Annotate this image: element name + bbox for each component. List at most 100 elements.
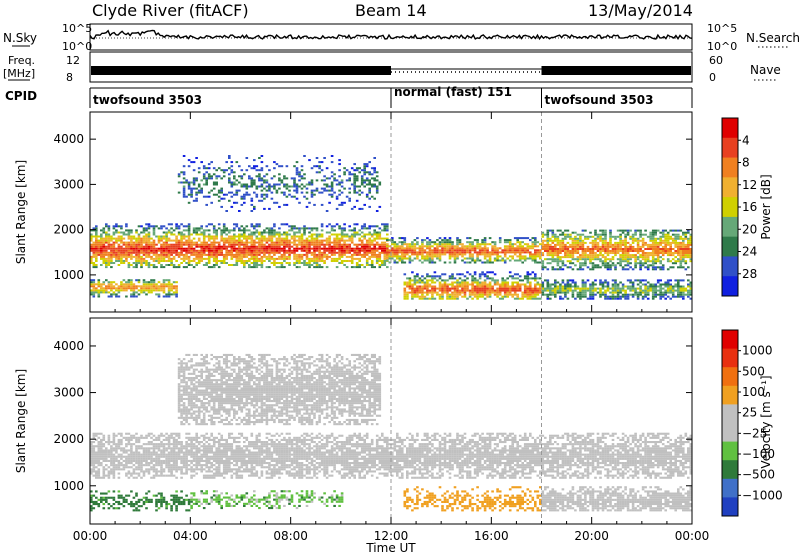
heatmap-cell (97, 239, 101, 242)
heatmap-cell (431, 289, 434, 292)
heatmap-cell (541, 287, 545, 290)
heatmap-cell (416, 279, 419, 282)
heatmap-cell (654, 293, 657, 296)
heatmap-cell (456, 243, 459, 246)
heatmap-cell (601, 260, 605, 263)
heatmap-cell (513, 277, 517, 280)
heatmap-cell (546, 248, 550, 250)
heatmap-cell (318, 239, 321, 242)
heatmap-cell (92, 432, 96, 435)
heatmap-cell (210, 177, 213, 180)
heatmap-cell (340, 251, 344, 254)
heatmap-cell (255, 237, 259, 240)
heatmap-cell (197, 257, 201, 260)
heatmap-cell (659, 295, 662, 298)
heatmap-cell (381, 264, 384, 266)
heatmap-cell (335, 197, 339, 200)
heatmap-cell (225, 253, 228, 256)
heatmap-cell (646, 266, 650, 269)
heatmap-cell (687, 293, 690, 296)
heatmap-cell (471, 277, 474, 280)
heatmap-cell (473, 245, 477, 248)
heatmap-cell (298, 241, 301, 244)
heatmap-cell (142, 253, 146, 256)
heatmap-cell (574, 258, 577, 261)
heatmap-cell (102, 443, 106, 446)
heatmap-cell (631, 283, 635, 286)
heatmap-cell (115, 287, 118, 290)
heatmap-cell (245, 237, 249, 240)
heatmap-cell (426, 257, 429, 260)
heatmap-cell (483, 249, 487, 252)
heatmap-cell (125, 285, 128, 288)
heatmap-cell (624, 295, 627, 298)
heatmap-cell (443, 289, 447, 292)
heatmap-cell (137, 235, 141, 238)
heatmap-cell (90, 289, 93, 292)
heatmap-cell (210, 201, 213, 204)
heatmap-cell (508, 255, 512, 258)
heatmap-cell (483, 255, 487, 258)
heatmap-cell (534, 255, 537, 258)
heatmap-cell (293, 195, 296, 198)
heatmap-cell (105, 289, 108, 292)
heatmap-cell (458, 289, 462, 292)
heatmap-cell (453, 277, 457, 280)
heatmap-cell (556, 281, 560, 284)
heatmap-cell (122, 247, 126, 250)
heatmap-cell (453, 261, 457, 264)
heatmap-cell (102, 237, 106, 240)
heatmap-cell (644, 256, 647, 259)
heatmap-cell (378, 231, 382, 234)
heatmap-cell (240, 185, 244, 188)
heatmap-cell (217, 241, 221, 244)
heatmap-cell (554, 289, 557, 292)
heatmap-cell (115, 251, 118, 254)
heatmap-cell (689, 283, 693, 286)
heatmap-cell (624, 264, 627, 267)
heatmap-cell (190, 243, 193, 246)
heatmap-cell (669, 266, 672, 269)
heatmap-cell (253, 179, 256, 182)
heatmap-cell (338, 241, 341, 244)
heatmap-cell (248, 177, 251, 180)
heatmap-cell (413, 293, 417, 296)
heatmap-cell (253, 159, 256, 162)
heatmap-cell (365, 227, 369, 230)
heatmap-cell (263, 239, 266, 242)
heatmap-cell (228, 181, 231, 184)
heatmap-cell (581, 291, 585, 294)
heatmap-cell (288, 264, 291, 266)
heatmap-cell (363, 247, 366, 250)
heatmap-cell (112, 253, 116, 256)
heatmap-cell (225, 233, 228, 236)
heatmap-cell (177, 241, 181, 244)
heatmap-cell (152, 229, 156, 232)
heatmap-cell (458, 249, 462, 252)
heatmap-cell (534, 261, 537, 264)
heatmap-cell (283, 255, 286, 258)
heatmap-cell (609, 229, 612, 232)
heatmap-cell (466, 237, 469, 240)
heatmap-cell (418, 281, 422, 284)
heatmap-cell (606, 245, 610, 248)
heatmap-cell (534, 283, 537, 286)
heatmap-cell (205, 245, 208, 248)
heatmap-cell (491, 249, 494, 252)
heatmap-cell (403, 293, 407, 296)
heatmap-cell (228, 167, 231, 170)
heatmap-cell (120, 283, 123, 286)
heatmap-cell (260, 249, 264, 252)
heatmap-cell (190, 249, 193, 252)
heatmap-cell (651, 231, 655, 234)
heatmap-cell (541, 289, 545, 292)
heatmap-cell (651, 254, 655, 257)
heatmap-cell (604, 285, 607, 288)
heatmap-cell (135, 249, 138, 252)
heatmap-cell (112, 233, 116, 236)
heatmap-cell (639, 229, 642, 232)
heatmap-cell (629, 248, 632, 250)
heatmap-cell (687, 279, 690, 282)
heatmap-cell (614, 264, 617, 267)
heatmap-cell (669, 241, 672, 244)
